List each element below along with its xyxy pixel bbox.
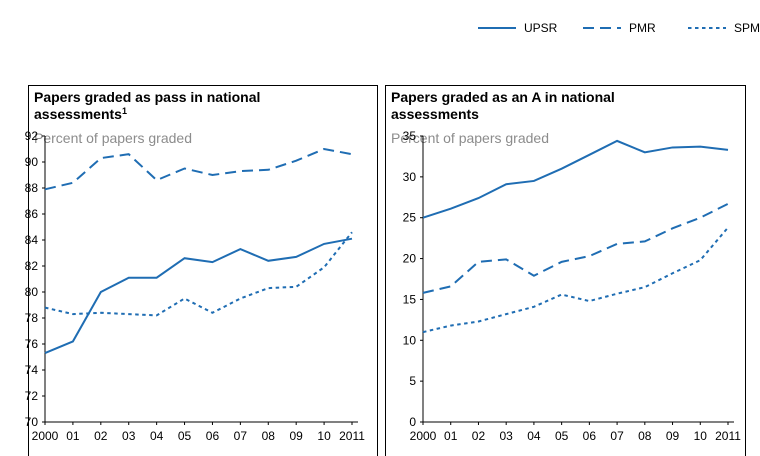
y-tick-label: 10: [403, 333, 417, 347]
x-tick-label: 2000: [32, 429, 59, 443]
x-tick-label: 10: [317, 429, 331, 443]
x-tick-label: 02: [472, 429, 486, 443]
y-tick-label: 80: [25, 285, 39, 299]
y-tick-label: 20: [403, 252, 417, 266]
y-tick-label: 90: [25, 155, 39, 169]
x-tick-label: 08: [262, 429, 276, 443]
x-tick-label: 07: [610, 429, 624, 443]
x-tick-label: 09: [290, 429, 304, 443]
x-tick-label: 06: [583, 429, 597, 443]
x-tick-label: 03: [500, 429, 514, 443]
x-tick-label: 08: [638, 429, 652, 443]
y-tick-label: 82: [25, 259, 39, 273]
panel-frame: [385, 85, 746, 456]
x-tick-label: 2011: [715, 429, 741, 443]
legend-label: PMR: [629, 21, 656, 35]
panel-title: Papers graded as an A in national: [391, 89, 615, 105]
x-tick-label: 01: [66, 429, 80, 443]
x-tick-label: 02: [94, 429, 108, 443]
panel-frame: [28, 85, 378, 456]
y-tick-label: 76: [25, 337, 39, 351]
x-tick-label: 2000: [410, 429, 437, 443]
y-tick-label: 92: [25, 129, 39, 143]
x-tick-label: 09: [666, 429, 680, 443]
y-tick-label: 74: [25, 363, 39, 377]
legend-label: UPSR: [524, 21, 558, 35]
series-line: [44, 231, 353, 317]
y-tick-label: 84: [25, 233, 39, 247]
y-tick-label: 70: [25, 415, 39, 429]
legend-label: SPM: [734, 21, 760, 35]
y-tick-label: 0: [409, 415, 416, 429]
series-line: [422, 226, 729, 334]
series-line: [422, 139, 729, 219]
x-tick-label: 01: [444, 429, 458, 443]
panel-subtitle: Percent of papers graded: [391, 130, 549, 146]
y-tick-label: 15: [403, 292, 417, 306]
y-tick-label: 88: [25, 181, 39, 195]
y-tick-label: 30: [403, 170, 417, 184]
x-tick-label: 06: [206, 429, 220, 443]
series-line: [44, 147, 353, 191]
series-line: [422, 202, 729, 294]
panel-title: assessments: [391, 106, 479, 122]
x-tick-label: 03: [122, 429, 136, 443]
y-tick-label: 86: [25, 207, 39, 221]
y-tick-label: 35: [403, 129, 417, 143]
x-tick-label: 04: [527, 429, 541, 443]
x-tick-label: 04: [150, 429, 164, 443]
x-tick-label: 10: [694, 429, 708, 443]
footnote-marker: 1: [122, 106, 127, 116]
x-tick-label: 05: [555, 429, 569, 443]
x-tick-label: 2011: [339, 429, 365, 443]
panel-subtitle: Percent of papers graded: [34, 130, 192, 146]
y-tick-label: 72: [25, 389, 39, 403]
panel-title: assessments1: [34, 106, 127, 122]
y-tick-label: 5: [409, 374, 416, 388]
x-tick-label: 05: [178, 429, 192, 443]
panel-title: Papers graded as pass in national: [34, 89, 260, 105]
y-tick-label: 25: [403, 211, 417, 225]
x-tick-label: 07: [234, 429, 248, 443]
y-tick-label: 78: [25, 311, 39, 325]
series-line: [44, 237, 353, 355]
